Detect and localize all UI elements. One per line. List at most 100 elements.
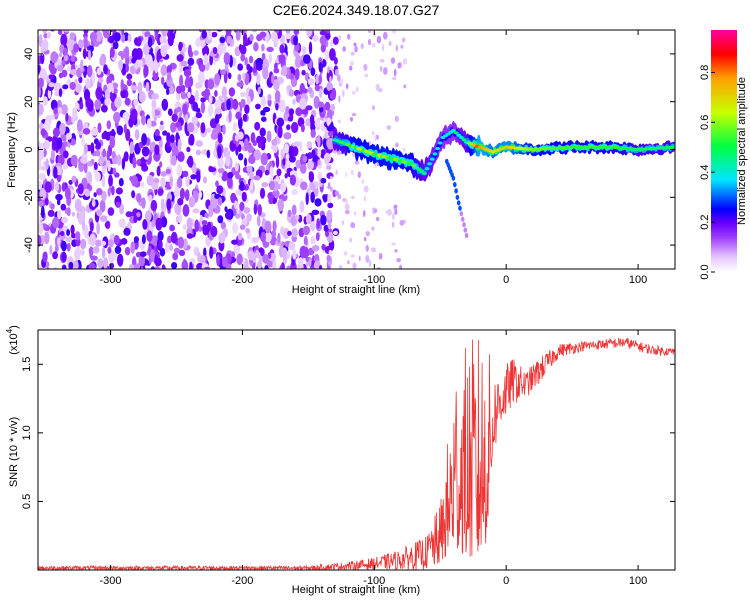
- spectrogram-noise-blob: [394, 209, 398, 215]
- spectrogram-noise-blob: [307, 87, 313, 94]
- spectrogram-noise-blob: [354, 160, 360, 165]
- spectrogram-noise-blob: [153, 151, 161, 162]
- spectrogram-noise-blob: [403, 84, 407, 89]
- spectrogram-noise-blob: [70, 154, 78, 167]
- spectrogram-noise-blob: [361, 179, 365, 185]
- spectrogram-noise-blob: [274, 62, 278, 70]
- spectrogram-noise-blob: [264, 265, 269, 269]
- spectrogram-noise-blob: [167, 71, 171, 81]
- spectrogram-noise-blob: [356, 86, 359, 93]
- spectrogram-noise-blob: [246, 213, 253, 222]
- spectrogram-noise-blob: [291, 189, 298, 196]
- spectrogram-noise-blob: [300, 181, 308, 191]
- spectrogram-noise-blob: [61, 240, 67, 252]
- spectrogram-noise-blob: [168, 64, 173, 74]
- spectrogram-noise-blob: [226, 98, 231, 111]
- spectrogram-noise-blob: [159, 124, 165, 131]
- spectrogram-branch: [459, 211, 464, 217]
- spectrogram-noise-blob: [129, 264, 135, 269]
- spectrogram-noise-blob: [51, 138, 58, 151]
- spectrogram-noise-blob: [70, 55, 76, 62]
- spectrogram-noise-blob: [148, 194, 153, 202]
- spectrogram-noise-blob: [181, 259, 189, 269]
- spectrogram-noise-blob: [325, 49, 329, 61]
- spectrogram-noise-blob: [287, 230, 292, 236]
- spectrogram-noise-blob: [151, 106, 155, 119]
- spectrogram-noise-blob: [151, 183, 159, 190]
- spectrogram-noise-blob: [60, 33, 68, 47]
- spectrogram-noise-blob: [96, 188, 103, 196]
- spectrogram-noise-blob: [232, 122, 238, 131]
- spectrogram-noise-blob: [63, 54, 69, 62]
- spectrogram-noise-blob: [337, 119, 341, 124]
- spectrogram-noise-blob: [336, 74, 341, 82]
- spectrogram-noise-blob: [220, 221, 226, 230]
- spectrogram-noise-blob: [310, 67, 316, 76]
- spectrogram-noise-blob: [80, 210, 86, 222]
- spectrogram-noise-blob: [137, 81, 143, 94]
- spectrogram-noise-blob: [71, 115, 76, 124]
- spectrogram-noise-blob: [328, 249, 332, 256]
- spectrogram-noise-blob: [343, 251, 348, 256]
- spectrogram-track-core: [450, 128, 456, 132]
- spectrogram-noise-blob: [115, 201, 121, 208]
- spectrogram-noise-blob: [48, 62, 54, 72]
- spectrogram-noise-blob: [326, 117, 332, 126]
- spectrogram-noise-blob: [115, 187, 123, 195]
- spectrogram-noise-blob: [402, 37, 406, 43]
- colorbar-tick-label: 0.2: [699, 214, 711, 229]
- spectrogram-noise-blob: [38, 103, 44, 116]
- spectrogram-noise-blob: [161, 264, 166, 269]
- spectrogram-noise-blob: [210, 197, 218, 209]
- spectrogram-noise-blob: [214, 73, 221, 86]
- spectrogram-noise-blob: [146, 118, 152, 129]
- spectrogram-noise-blob: [207, 30, 212, 40]
- spectrogram-noise-blob: [102, 148, 106, 159]
- spectrogram-noise-blob: [342, 46, 346, 52]
- spectrogram-noise-blob: [84, 188, 91, 197]
- spectrogram-noise-blob: [182, 224, 187, 230]
- spectrogram-noise-blob: [350, 60, 354, 66]
- spectrogram-noise-blob: [48, 82, 56, 88]
- spectrogram-noise-blob: [107, 163, 111, 172]
- spectrogram-noise-blob: [291, 204, 297, 216]
- spectrogram-noise-blob: [368, 259, 372, 267]
- spectrogram-noise-blob: [200, 39, 206, 49]
- spectrogram-noise-blob: [234, 162, 239, 172]
- spectrogram-noise-blob: [107, 246, 112, 254]
- spectrogram-noise-blob: [116, 154, 122, 166]
- spectrogram-noise-blob: [400, 44, 404, 49]
- spectrogram-noise-blob: [393, 68, 397, 77]
- spectrogram-noise-blob: [174, 202, 182, 215]
- spectrogram-noise-blob: [284, 143, 289, 154]
- snr-x-label: Height of straight line (km): [292, 584, 420, 596]
- spectrogram-noise-blob: [340, 78, 344, 86]
- spectrogram-noise-blob: [79, 101, 84, 110]
- spectrogram-noise-blob: [305, 118, 312, 127]
- spectrogram-noise-blob: [254, 121, 261, 131]
- spectrogram-noise-blob: [227, 171, 234, 179]
- spectrogram-noise-blob: [85, 96, 92, 109]
- spectrogram-noise-blob: [237, 232, 243, 241]
- spectrogram-noise-blob: [50, 203, 55, 210]
- spectrogram-noise-blob: [146, 230, 153, 242]
- spectrogram-noise-blob: [138, 255, 146, 267]
- spectrogram-noise-blob: [282, 227, 290, 240]
- spectrogram-noise-blob: [96, 221, 100, 235]
- spectrogram-noise-blob: [44, 231, 50, 245]
- spectrogram-noise-blob: [156, 50, 161, 63]
- spectrogram-x-label: Height of straight line (km): [292, 284, 420, 296]
- spectrogram-noise-blob: [137, 37, 142, 46]
- spectrogram-noise-blob: [248, 66, 253, 73]
- spectrogram-noise-blob: [276, 117, 285, 127]
- spectrogram-noise-blob: [143, 64, 149, 77]
- spectrogram-noise-blob: [302, 155, 308, 163]
- spectrogram-noise-blob: [83, 161, 88, 174]
- spectrogram-noise-blob: [154, 62, 159, 74]
- spectrogram-noise-blob: [293, 30, 298, 33]
- spectrogram-noise-blob: [291, 228, 298, 238]
- spectrogram-branch: [456, 200, 461, 206]
- spectrogram-noise-blob: [260, 231, 267, 243]
- spectrogram-noise-blob: [237, 116, 243, 130]
- spectrogram-noise-blob: [195, 37, 202, 48]
